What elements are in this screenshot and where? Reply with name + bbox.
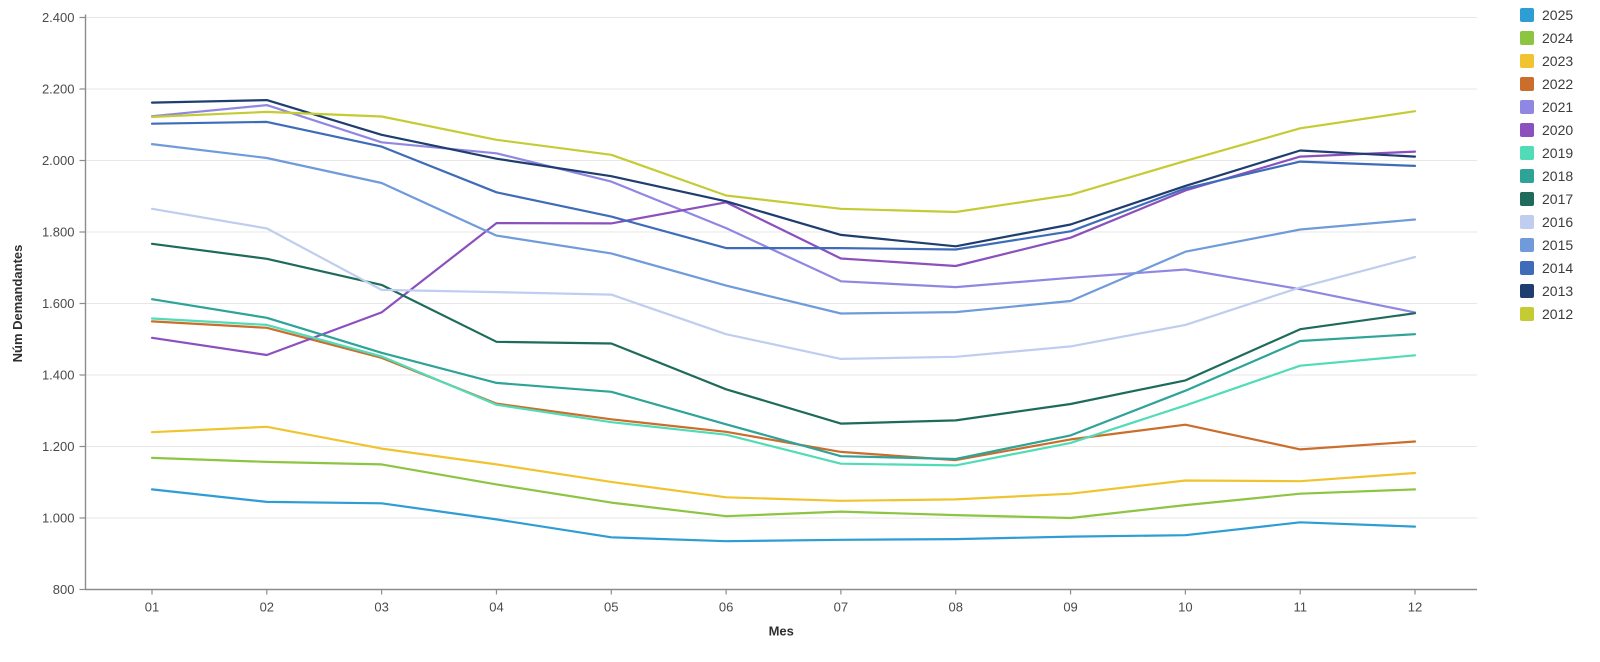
series-line-2025 (150, 488, 1417, 543)
legend-swatch-2015 (1520, 238, 1534, 252)
y-tick-label: 1.600 (42, 296, 75, 311)
legend-item-2019[interactable]: 2019 (1520, 144, 1573, 162)
legend-label: 2014 (1542, 260, 1574, 276)
series-line-2017 (150, 242, 1417, 425)
legend-item-2025[interactable]: 2025 (1520, 6, 1573, 24)
legend-swatch-2016 (1520, 215, 1534, 229)
x-tick-label: 02 (260, 600, 274, 615)
legend-label: 2016 (1542, 214, 1574, 230)
x-tick-label: 03 (374, 600, 388, 615)
series-line-2013 (150, 98, 1417, 248)
legend-item-2014[interactable]: 2014 (1520, 259, 1573, 277)
legend-item-2017[interactable]: 2017 (1520, 190, 1573, 208)
x-tick-label: 10 (1178, 600, 1192, 615)
legend-swatch-2020 (1520, 123, 1534, 137)
legend-swatch-2013 (1520, 284, 1534, 298)
x-tick-label: 09 (1063, 600, 1077, 615)
series-line-2024 (150, 456, 1417, 520)
legend-label: 2023 (1542, 53, 1574, 69)
series-line-2022 (150, 320, 1417, 462)
y-tick-label: 1.000 (42, 511, 75, 526)
x-tick-label: 08 (949, 600, 963, 615)
legend-label: 2015 (1542, 237, 1574, 253)
legend-label: 2024 (1542, 30, 1574, 46)
x-tick-label: 04 (489, 600, 503, 615)
legend-label: 2012 (1542, 306, 1574, 322)
y-tick-label: 1.200 (42, 439, 75, 454)
series-line-2023 (150, 425, 1417, 502)
legend-label: 2019 (1542, 145, 1574, 161)
legend-swatch-2023 (1520, 54, 1534, 68)
legend-label: 2017 (1542, 191, 1574, 207)
legend-label: 2025 (1542, 7, 1574, 23)
legend-swatch-2019 (1520, 146, 1534, 160)
series-line-2020 (150, 150, 1417, 357)
x-tick-label: 07 (834, 600, 848, 615)
x-tick-label: 06 (719, 600, 733, 615)
series-line-2021 (150, 103, 1417, 314)
series-line-2014 (150, 120, 1417, 251)
y-tick-label: 2.000 (42, 153, 75, 168)
x-tick-label: 11 (1293, 600, 1307, 615)
legend-item-2024[interactable]: 2024 (1520, 29, 1573, 47)
legend-item-2022[interactable]: 2022 (1520, 75, 1573, 93)
legend-swatch-2024 (1520, 31, 1534, 45)
chart-legend: 2025 2024 2023 2022 2021 2020 2019 2018 2017 2016… (1520, 6, 1573, 323)
legend-swatch-2014 (1520, 261, 1534, 275)
series-line-2019 (150, 317, 1417, 467)
legend-label: 2022 (1542, 76, 1574, 92)
legend-label: 2021 (1542, 99, 1574, 115)
y-tick-label: 2.200 (42, 82, 75, 97)
legend-item-2018[interactable]: 2018 (1520, 167, 1573, 185)
legend-swatch-2021 (1520, 100, 1534, 114)
legend-swatch-2012 (1520, 307, 1534, 321)
series-line-2012 (150, 110, 1417, 214)
legend-swatch-2025 (1520, 8, 1534, 22)
legend-label: 2020 (1542, 122, 1574, 138)
legend-swatch-2018 (1520, 169, 1534, 183)
legend-label: 2018 (1542, 168, 1574, 184)
series-line-2018 (150, 298, 1417, 461)
legend-item-2021[interactable]: 2021 (1520, 98, 1573, 116)
x-axis-title: Mes (769, 624, 794, 639)
legend-item-2016[interactable]: 2016 (1520, 213, 1573, 231)
y-tick-label: 1.400 (42, 368, 75, 383)
x-tick-label: 01 (145, 600, 159, 615)
y-tick-label: 2.400 (42, 10, 75, 25)
legend-swatch-2022 (1520, 77, 1534, 91)
legend-item-2023[interactable]: 2023 (1520, 52, 1573, 70)
series-line-2016 (150, 207, 1417, 360)
legend-item-2015[interactable]: 2015 (1520, 236, 1573, 254)
legend-item-2020[interactable]: 2020 (1520, 121, 1573, 139)
y-tick-label: 1.800 (42, 225, 75, 240)
y-tick-label: 800 (53, 582, 75, 597)
y-axis-title: Núm Demandantes (10, 245, 25, 363)
legend-label: 2013 (1542, 283, 1574, 299)
x-tick-label: 05 (604, 600, 618, 615)
legend-swatch-2017 (1520, 192, 1534, 206)
legend-item-2013[interactable]: 2013 (1520, 282, 1573, 300)
x-tick-label: 12 (1408, 600, 1422, 615)
series-line-2015 (150, 143, 1417, 315)
legend-item-2012[interactable]: 2012 (1520, 305, 1573, 323)
